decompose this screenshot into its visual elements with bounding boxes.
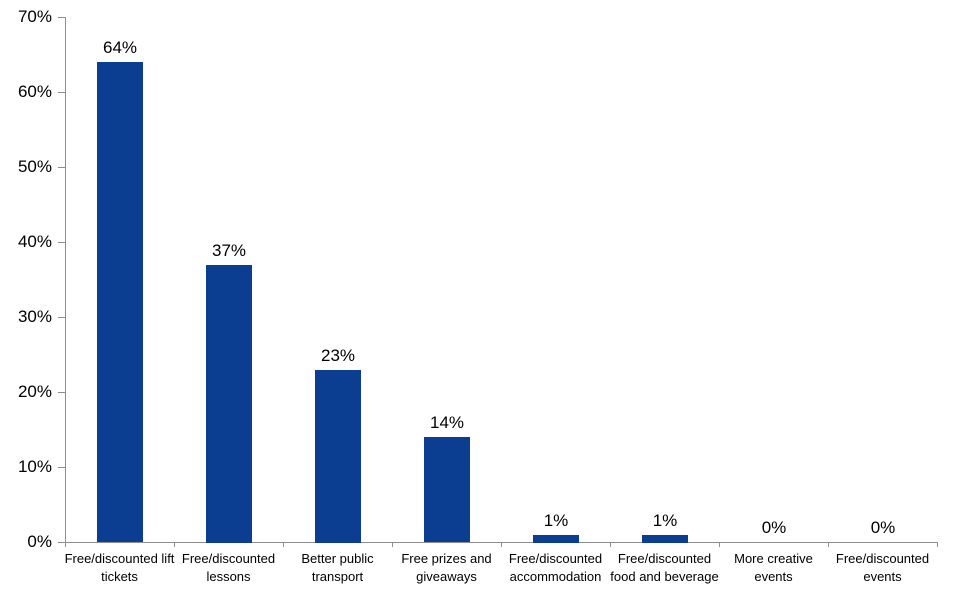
y-tick bbox=[58, 92, 65, 93]
bar bbox=[97, 62, 143, 542]
x-tick bbox=[719, 542, 720, 547]
x-category-label: Free/discounted accommodation bbox=[508, 551, 603, 584]
x-tick bbox=[392, 542, 393, 547]
y-tick-label: 10% bbox=[17, 457, 52, 476]
x-category-label: Free/discounted events bbox=[835, 551, 930, 584]
x-category-label: Free/discounted lift tickets bbox=[64, 551, 175, 584]
x-tick bbox=[937, 542, 938, 547]
x-category-label: Better public transport bbox=[301, 551, 374, 584]
bar-value-label: 0% bbox=[870, 518, 896, 537]
y-tick bbox=[58, 467, 65, 468]
bar bbox=[206, 265, 252, 543]
x-category-label: Free/discounted food and beverage bbox=[610, 551, 719, 584]
y-tick bbox=[58, 392, 65, 393]
bar-value-label: 23% bbox=[320, 346, 356, 365]
x-category-label: Free prizes and giveaways bbox=[401, 551, 492, 584]
y-tick-label: 30% bbox=[17, 307, 52, 326]
x-tick bbox=[828, 542, 829, 547]
bar-value-label: 14% bbox=[429, 413, 465, 432]
bar bbox=[315, 370, 361, 543]
y-axis-line bbox=[65, 17, 66, 542]
x-tick bbox=[174, 542, 175, 547]
y-tick-label: 20% bbox=[17, 382, 52, 401]
x-tick bbox=[610, 542, 611, 547]
y-tick-label: 70% bbox=[17, 7, 52, 26]
x-tick bbox=[65, 542, 66, 547]
y-tick-label: 0% bbox=[27, 532, 52, 551]
bar-value-label: 1% bbox=[652, 511, 678, 530]
x-category-label: Free/discounted lessons bbox=[181, 551, 276, 584]
bar bbox=[642, 535, 688, 543]
bar-value-label: 64% bbox=[102, 38, 138, 57]
bar-value-label: 0% bbox=[761, 518, 787, 537]
bar bbox=[533, 535, 579, 543]
x-category-label: More creative events bbox=[734, 551, 813, 584]
bar bbox=[424, 437, 470, 542]
bar-value-label: 37% bbox=[211, 241, 247, 260]
x-tick bbox=[501, 542, 502, 547]
x-tick bbox=[283, 542, 284, 547]
y-tick-label: 50% bbox=[17, 157, 52, 176]
y-tick bbox=[58, 317, 65, 318]
y-tick bbox=[58, 17, 65, 18]
y-tick-label: 40% bbox=[17, 232, 52, 251]
bar-value-label: 1% bbox=[543, 511, 569, 530]
y-tick bbox=[58, 167, 65, 168]
y-tick-label: 60% bbox=[17, 82, 52, 101]
y-tick bbox=[58, 242, 65, 243]
y-tick bbox=[58, 542, 65, 543]
